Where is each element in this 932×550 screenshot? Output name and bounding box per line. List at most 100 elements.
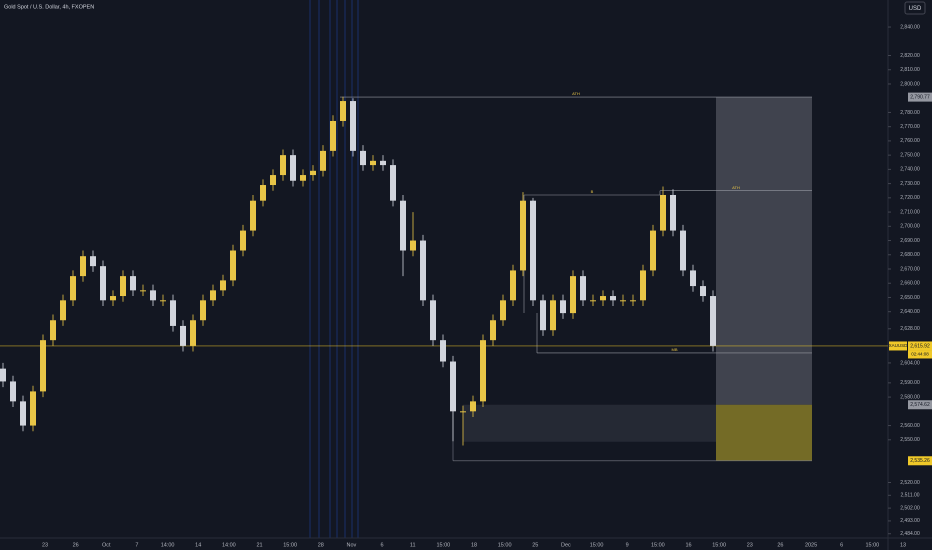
- x-tick-label: Oct: [102, 542, 111, 548]
- price-tag-label: 2,535.26: [910, 458, 930, 464]
- y-tick-label: 2,484.00: [900, 531, 920, 537]
- candle-body: [350, 101, 356, 151]
- x-tick-label: 13: [900, 542, 906, 548]
- y-tick-label: 2,760.00: [900, 138, 920, 144]
- price-tag-label: 2,615.92: [910, 343, 930, 349]
- x-tick-label: 21: [256, 542, 262, 548]
- candle-body: [320, 150, 326, 171]
- candle-body: [700, 286, 706, 297]
- y-tick-label: 2,730.00: [900, 181, 920, 187]
- x-tick-label: 7: [135, 542, 138, 548]
- y-tick-label: 2,780.00: [900, 110, 920, 116]
- candle-body: [120, 276, 126, 297]
- candle-body: [210, 290, 216, 301]
- y-tick-label: 2,550.00: [900, 437, 920, 443]
- candle-body: [580, 276, 586, 301]
- y-tick-label: 2,690.00: [900, 238, 920, 244]
- y-tick-label: 2,800.00: [900, 81, 920, 87]
- y-tick-label: 2,604.00: [900, 360, 920, 366]
- candle-body: [410, 240, 416, 251]
- y-tick-label: 2,511.00: [900, 493, 919, 499]
- level-label: B: [591, 189, 594, 194]
- candle-body: [450, 361, 456, 412]
- x-tick-label: 14: [195, 542, 201, 548]
- y-tick-label: 2,710.00: [900, 209, 920, 215]
- candle-body: [40, 340, 46, 392]
- candle-body: [280, 155, 286, 176]
- candle-body: [100, 266, 106, 301]
- y-tick-label: 2,810.00: [900, 67, 920, 73]
- x-tick-label: 18: [471, 542, 477, 548]
- candle-body: [160, 300, 166, 302]
- x-tick-label: Dec: [561, 542, 571, 548]
- y-tick-label: 2,750.00: [900, 152, 920, 158]
- x-tick-label: 15:00: [651, 542, 665, 548]
- candle-body: [670, 194, 676, 231]
- candle-body: [250, 200, 256, 231]
- candle-body: [660, 194, 666, 231]
- candle-body: [690, 270, 696, 287]
- y-tick-label: 2,520.00: [900, 480, 920, 486]
- candle-body: [70, 276, 76, 301]
- candle-body: [610, 296, 616, 301]
- x-tick-label: 15:00: [712, 542, 726, 548]
- y-tick-label: 2,660.00: [900, 281, 920, 287]
- candle-body: [400, 200, 406, 251]
- candle-body: [540, 300, 546, 331]
- x-tick-label: 2025: [805, 542, 817, 548]
- candle-body: [300, 175, 306, 181]
- target-zone: [716, 97, 812, 405]
- x-tick-label: 6: [840, 542, 843, 548]
- candle-body: [200, 300, 206, 321]
- candle-body: [270, 175, 276, 186]
- candle-body: [260, 185, 266, 201]
- y-tick-label: 2,580.00: [900, 394, 920, 400]
- candle-body: [390, 165, 396, 201]
- candle-body: [470, 401, 476, 412]
- y-tick-label: 2,650.00: [900, 295, 920, 301]
- price-tag: [908, 341, 932, 351]
- candle-body: [190, 320, 196, 346]
- candle-body: [150, 290, 156, 301]
- y-tick-label: 2,560.00: [900, 423, 920, 429]
- x-tick-label: 9: [626, 542, 629, 548]
- candle-body: [460, 411, 466, 413]
- stop-zone: [716, 404, 812, 461]
- symbol-tag: [889, 341, 907, 351]
- x-tick-label: 23: [42, 542, 48, 548]
- candle-body: [360, 150, 366, 166]
- candle-body: [520, 200, 526, 271]
- x-tick-label: 14:00: [161, 542, 175, 548]
- level-label: ATH: [732, 185, 740, 190]
- candle-body: [240, 230, 246, 251]
- candle-body: [130, 276, 136, 291]
- price-tag-label: 2,574.62: [910, 402, 930, 408]
- y-tick-label: 2,670.00: [900, 266, 920, 272]
- candle-body: [230, 250, 236, 281]
- candle-body: [310, 170, 316, 176]
- candle-body: [0, 368, 6, 382]
- candle-body: [440, 340, 446, 362]
- price-tag-label: 2,790.77: [910, 94, 930, 100]
- x-tick-label: 15:00: [498, 542, 512, 548]
- candle-body: [550, 300, 556, 331]
- y-tick-label: 2,680.00: [900, 252, 920, 258]
- x-tick-label: 6: [381, 542, 384, 548]
- x-tick-label: 15:00: [283, 542, 297, 548]
- candle-body: [110, 296, 116, 301]
- countdown: 02:44:08: [911, 352, 929, 357]
- candle-body: [90, 256, 96, 267]
- candle-body: [430, 300, 436, 341]
- candle-body: [500, 300, 506, 321]
- candle-body: [640, 270, 646, 301]
- candle-body: [80, 256, 86, 277]
- currency[interactable]: USD: [909, 6, 922, 12]
- symbol-label: XAUUSD: [889, 343, 909, 348]
- x-tick-label: 16: [685, 542, 691, 548]
- price-tag: [908, 456, 932, 466]
- y-tick-label: 2,590.00: [900, 380, 920, 386]
- candle-body: [680, 230, 686, 271]
- y-tick-label: 2,640.00: [900, 309, 920, 315]
- candle-body: [30, 391, 36, 426]
- currency-box[interactable]: [904, 1, 926, 15]
